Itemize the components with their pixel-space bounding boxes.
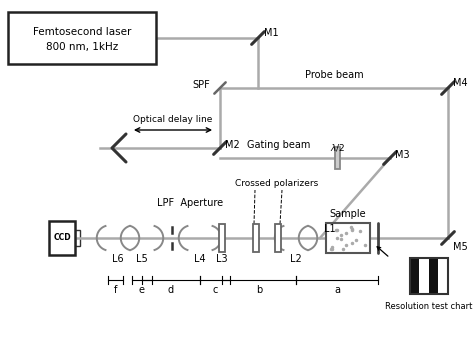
Text: M2: M2 [225,140,240,150]
Text: d: d [168,285,174,295]
Text: f: f [114,285,117,295]
Bar [336,147,340,169]
Text: b: b [256,285,262,295]
Text: a: a [334,285,340,295]
Bar [429,258,438,294]
Text: Optical delay line: Optical delay line [133,115,213,124]
Text: L3: L3 [216,254,228,264]
Text: Probe beam: Probe beam [305,70,363,80]
Text: SPF: SPF [192,80,210,90]
Text: Sample: Sample [330,209,366,219]
Bar [219,224,225,252]
Text: CCD: CCD [53,234,71,243]
Text: L4: L4 [194,254,206,264]
Text: 800 nm, 1kHz: 800 nm, 1kHz [46,42,118,52]
Text: e: e [139,285,145,295]
Bar [49,221,75,255]
Text: Crossed polarizers: Crossed polarizers [236,179,319,188]
Bar [410,258,448,294]
Text: $\lambda$/2: $\lambda$/2 [330,142,346,153]
Bar [326,223,370,253]
Text: L1: L1 [324,224,336,234]
Bar [275,224,281,252]
Text: c: c [212,285,218,295]
Text: Femtosecond laser: Femtosecond laser [33,27,131,37]
Bar [410,258,419,294]
Text: Resolution test chart: Resolution test chart [385,302,473,311]
Bar [8,12,156,64]
Text: M5: M5 [453,242,468,252]
Bar [75,230,80,246]
Text: L2: L2 [290,254,302,264]
Text: L6: L6 [112,254,124,264]
Text: M4: M4 [453,78,468,88]
Bar [253,224,259,252]
Text: M1: M1 [264,28,279,38]
Text: L5: L5 [136,254,148,264]
Text: M3: M3 [395,150,410,160]
Text: LPF  Aperture: LPF Aperture [157,198,223,208]
Text: Gating beam: Gating beam [247,140,310,150]
Bar [438,258,448,294]
Bar [419,258,429,294]
